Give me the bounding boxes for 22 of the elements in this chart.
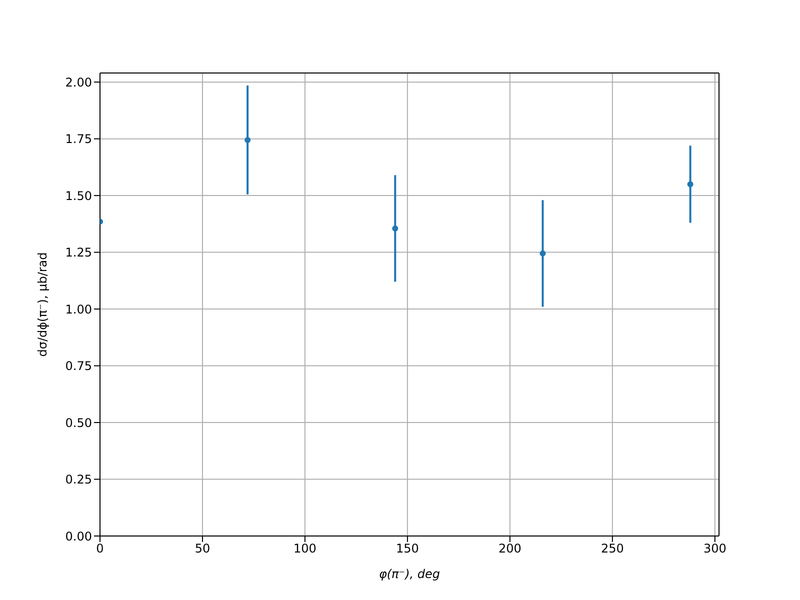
point (540, 250, 546, 256)
y-tick-label: 1.75 (65, 132, 92, 146)
y-tick-label: 0.75 (65, 359, 92, 374)
y-tick-label: 1.50 (65, 188, 92, 203)
y-tick-label: 0.25 (65, 472, 92, 487)
x-tick-label: 200 (498, 542, 522, 556)
point (244, 136, 251, 143)
x-tick-label: 100 (294, 542, 316, 556)
point (392, 225, 398, 232)
x-axis-title: φ(π⁻), deg (378, 567, 440, 581)
y-tick-label: 2.00 (65, 75, 92, 90)
point (687, 181, 694, 188)
y-tick-label: 0.00 (65, 529, 92, 544)
y-axis-title: dσ/dϕ(π⁻), μb/rad (35, 252, 50, 357)
x-tick-label: 300 (703, 542, 726, 556)
y-tick-label: 1.25 (65, 246, 92, 260)
x-tick-label: 150 (396, 542, 419, 556)
x-tick-label: 250 (600, 542, 624, 556)
x-tick-label: 50 (194, 542, 210, 556)
x-tick-label: 0 (96, 542, 104, 556)
y-tick-label: 0.50 (65, 416, 92, 430)
y-tick-label: 1.00 (65, 302, 92, 316)
